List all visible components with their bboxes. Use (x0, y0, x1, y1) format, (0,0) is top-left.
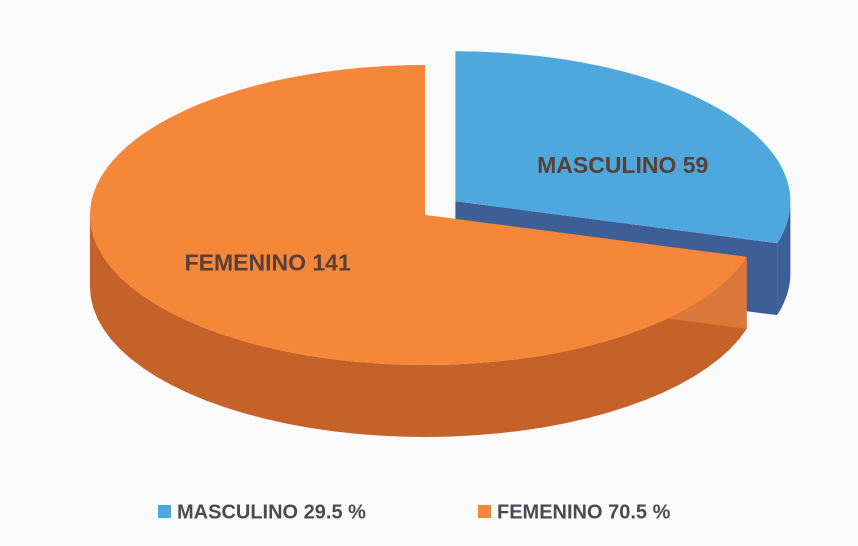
legend-swatch (478, 505, 491, 518)
legend-label: MASCULINO 29.5 % (177, 501, 366, 523)
slice-top (89, 65, 747, 365)
data-label: MASCULINO 59 (537, 152, 708, 178)
legend-label: FEMENINO 70.5 % (497, 501, 671, 523)
pie-tops (89, 51, 791, 365)
slice-side (777, 201, 791, 316)
labels: MASCULINO 59 FEMENINO 141 MASCULINO 29.5 %… (158, 152, 708, 523)
slice-side (90, 215, 747, 437)
slice-top (455, 51, 791, 244)
data-label: FEMENINO 141 (185, 250, 351, 276)
legend-swatch (158, 505, 171, 518)
